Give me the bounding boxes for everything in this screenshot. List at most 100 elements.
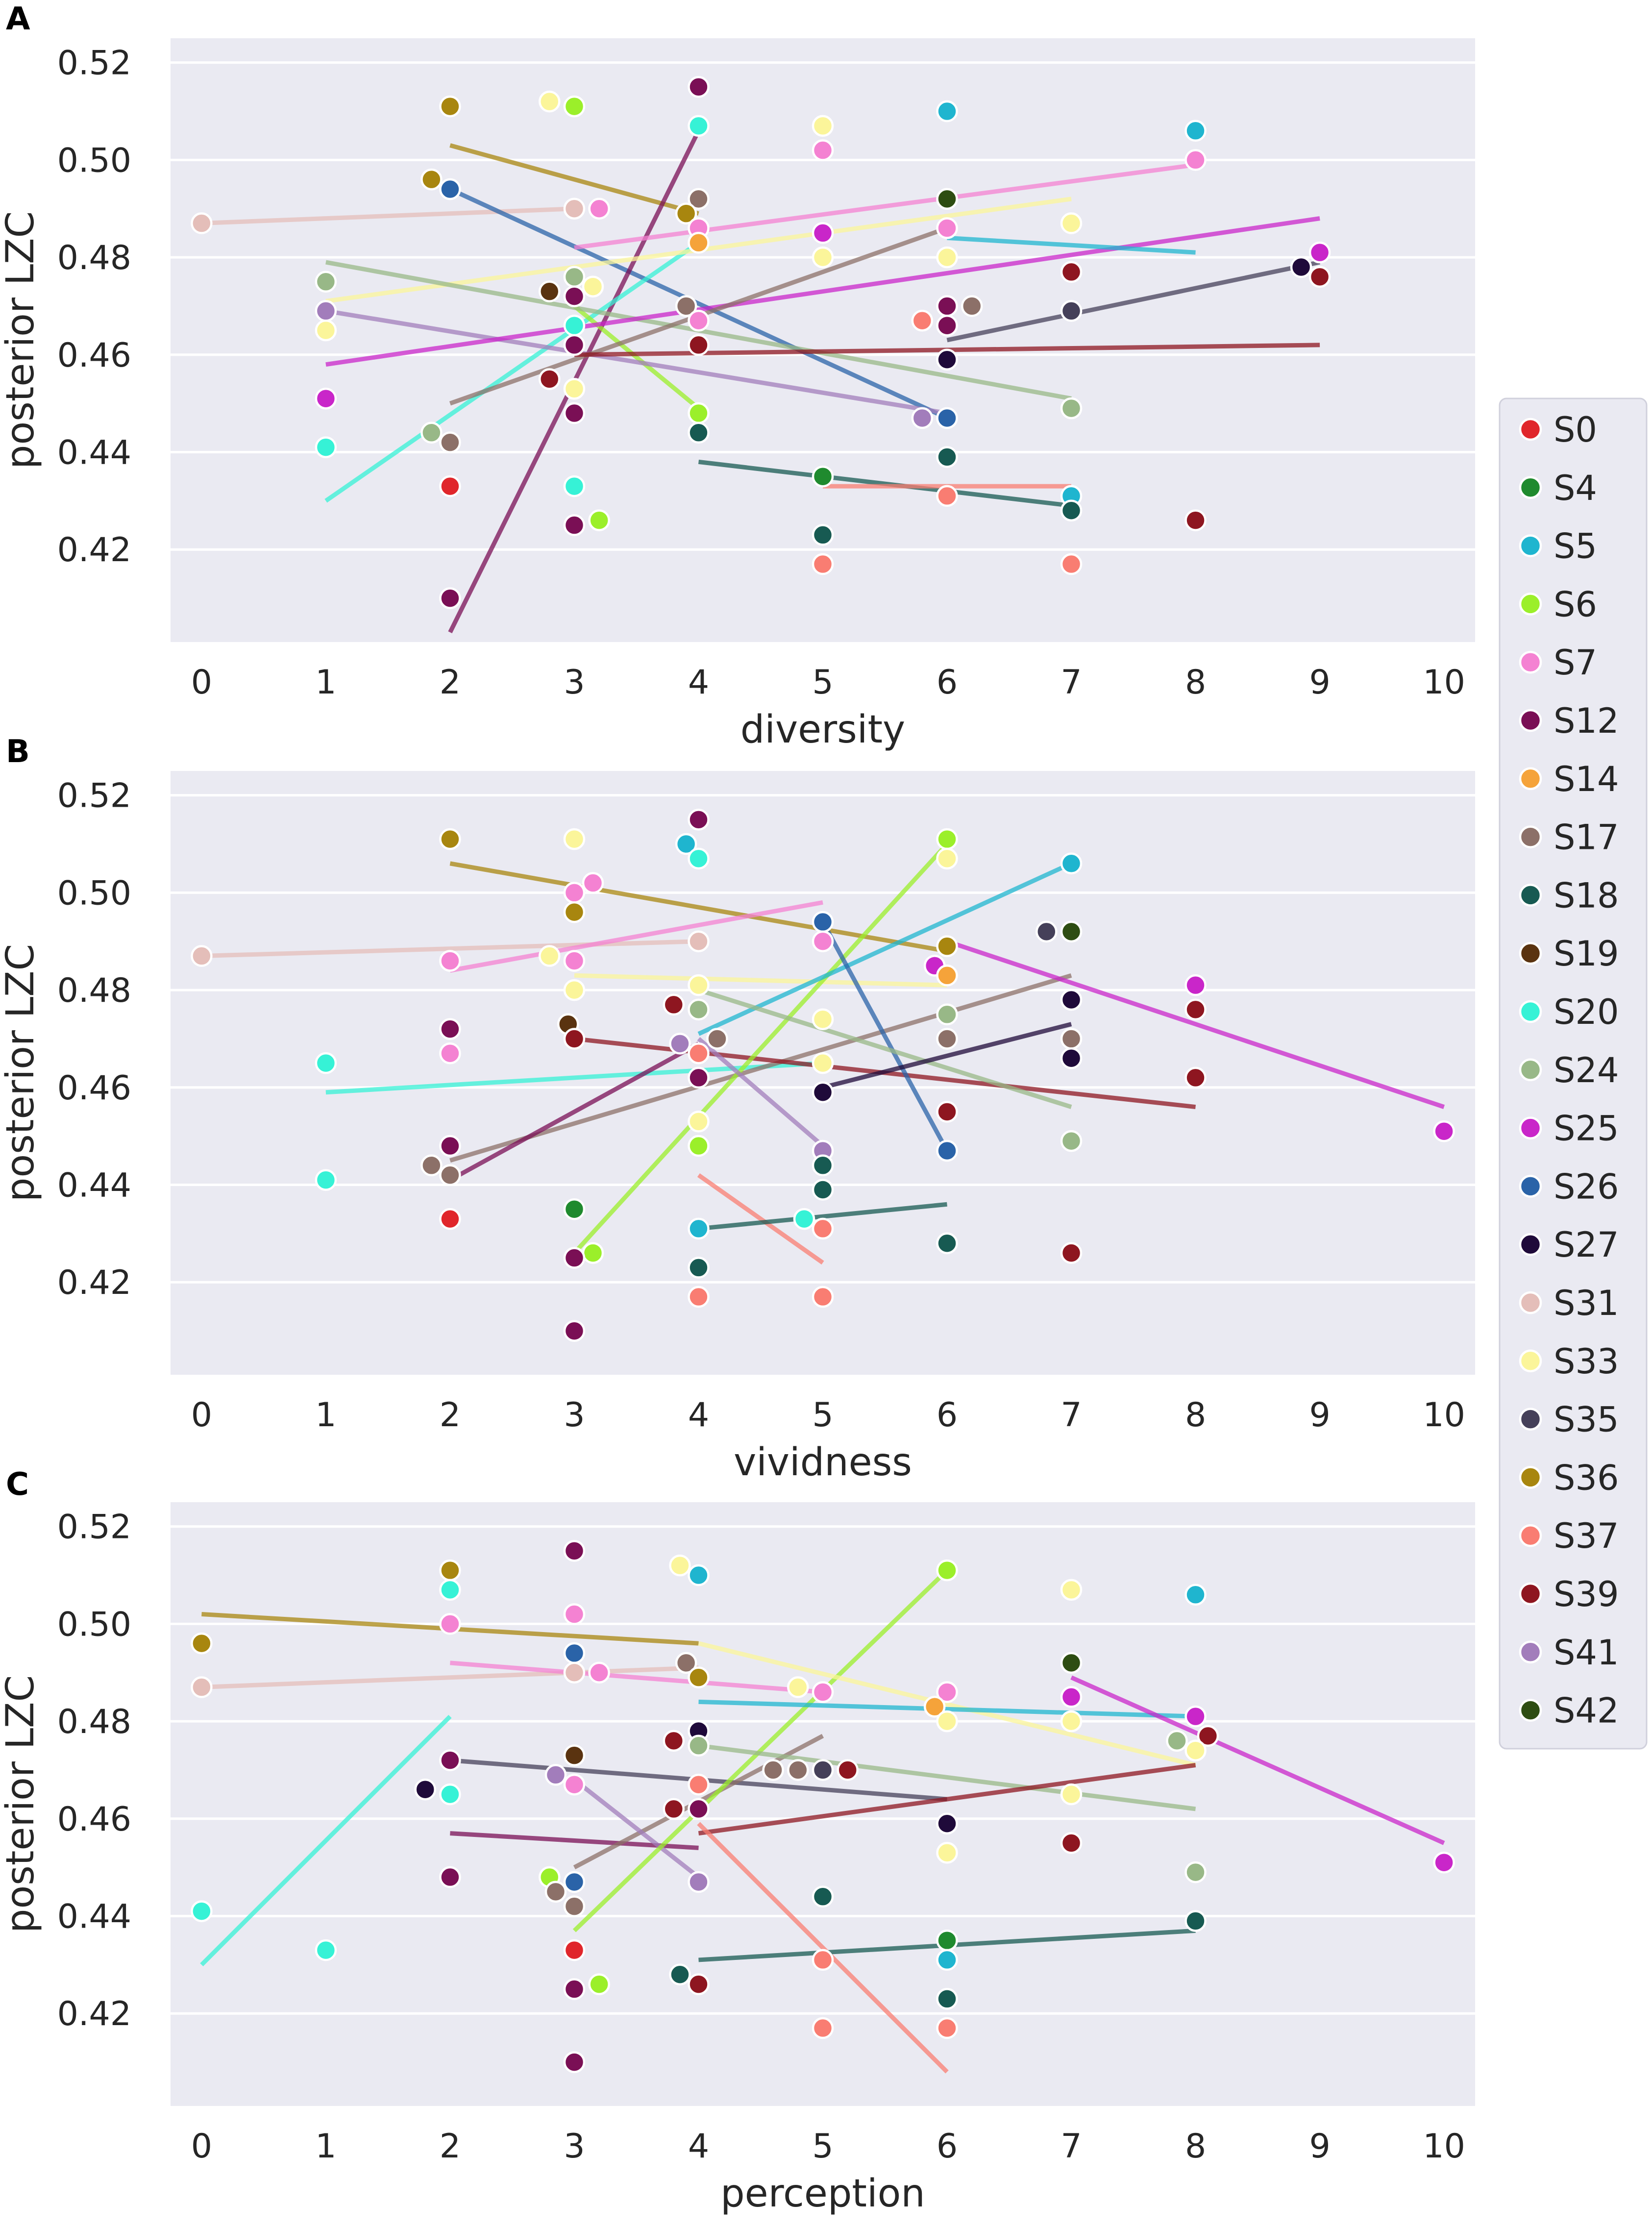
data-point-S0 [439, 1208, 461, 1230]
x-axis-label: perception [720, 2172, 925, 2216]
regression-line-S41 [573, 1778, 700, 1879]
data-point-S33 [315, 319, 337, 342]
y-tick-label: 0.44 [57, 1166, 131, 1205]
data-point-S7 [439, 950, 461, 972]
legend-entry-S25: S25 [1519, 1109, 1619, 1149]
y-tick-label: 0.52 [57, 44, 131, 83]
data-point-S6 [563, 95, 586, 118]
legend-label: S37 [1553, 1516, 1619, 1556]
regression-line-S18 [698, 459, 1072, 508]
data-point-S26 [563, 1871, 586, 1893]
legend-marker [1519, 1233, 1542, 1256]
x-tick-label: 3 [564, 2127, 585, 2166]
y-tick-label: 0.52 [57, 777, 131, 816]
legend-label: S36 [1553, 1458, 1619, 1498]
data-point-S19 [563, 1744, 586, 1766]
y-tick-label: 0.50 [57, 1605, 131, 1644]
legend-marker [1519, 1349, 1542, 1373]
data-point-S39 [1060, 261, 1083, 283]
regression-line-S26 [821, 920, 949, 1152]
legend-marker [1519, 418, 1542, 441]
regression-line-S24 [698, 1743, 1196, 1811]
data-point-S39 [1184, 1066, 1207, 1089]
data-point-S36 [439, 828, 461, 850]
data-point-S24 [1184, 1861, 1207, 1883]
x-tick-label: 2 [440, 2127, 461, 2166]
data-point-S14 [936, 965, 958, 987]
data-points [191, 76, 1331, 609]
panel-label: B [6, 734, 30, 770]
data-point-S17 [787, 1759, 809, 1781]
data-point-S24 [936, 1003, 958, 1026]
data-point-S12 [563, 1247, 586, 1269]
data-point-S25 [1433, 1851, 1455, 1874]
regression-line-S41 [697, 1037, 824, 1148]
data-point-S24 [563, 266, 586, 288]
data-point-S12 [563, 1978, 586, 2000]
regression-line-S35 [946, 260, 1321, 343]
x-tick-label: 4 [688, 663, 709, 702]
x-tick-label: 5 [812, 1396, 833, 1435]
data-point-S31 [563, 198, 586, 220]
data-point-S31 [563, 1661, 586, 1684]
data-point-S0 [563, 1939, 586, 1961]
data-point-S36 [439, 1559, 461, 1582]
regression-line-S39 [698, 1763, 1196, 1836]
legend-marker [1519, 650, 1542, 674]
data-point-S5 [675, 833, 697, 855]
data-point-S18 [1184, 1910, 1207, 1932]
data-point-S20 [315, 1169, 337, 1191]
data-point-S37 [812, 1949, 834, 1971]
data-point-S33 [669, 1554, 691, 1577]
data-point-S25 [1184, 974, 1207, 996]
legend-label: S41 [1553, 1633, 1619, 1673]
legend-label: S0 [1553, 410, 1597, 450]
x-tick-label: 8 [1185, 1396, 1206, 1435]
data-point-S12 [936, 314, 958, 337]
data-point-S37 [688, 1774, 710, 1796]
legend-label: S27 [1553, 1225, 1619, 1265]
data-point-S33 [538, 945, 561, 967]
y-tick-label: 0.50 [57, 874, 131, 913]
x-tick-label: 2 [440, 1396, 461, 1435]
data-point-S7 [812, 139, 834, 161]
regression-line-S31 [201, 206, 575, 226]
data-point-S37 [812, 1286, 834, 1308]
data-point-S39 [663, 993, 685, 1016]
data-point-S5 [688, 1217, 710, 1240]
data-point-S27 [1060, 1047, 1083, 1069]
data-point-S12 [936, 295, 958, 317]
legend-entry-S5: S5 [1519, 526, 1597, 567]
legend-entry-S17: S17 [1519, 817, 1619, 858]
data-point-S39 [1060, 1242, 1083, 1264]
data-point-S12 [439, 1018, 461, 1040]
data-point-S36 [936, 935, 958, 957]
legend-marker [1519, 1699, 1542, 1722]
regression-line-S37 [697, 1173, 824, 1265]
data-point-S33 [582, 275, 604, 297]
x-tick-label: 1 [315, 663, 336, 702]
data-point-S41 [688, 1871, 710, 1893]
data-point-S25 [315, 387, 337, 410]
legend-marker [1519, 1116, 1542, 1139]
x-tick-label: 1 [315, 1396, 336, 1435]
data-point-S18 [936, 446, 958, 468]
regression-line-S7 [449, 900, 823, 973]
panel-B: 0.42 0.44 0.46 0.48 0.50 0.52 0 1 2 3 4 5 6 7 8 9 10 vivi… [0, 734, 1475, 1485]
x-tick-label: 2 [440, 663, 461, 702]
y-tick-label: 0.46 [57, 336, 131, 375]
legend-entry-S41: S41 [1519, 1633, 1619, 1673]
data-point-S5 [688, 1564, 710, 1586]
data-point-S18 [669, 1963, 691, 1985]
data-point-S37 [812, 553, 834, 575]
data-point-S31 [191, 212, 213, 234]
data-point-S36 [563, 901, 586, 923]
x-tick-label: 6 [937, 663, 958, 702]
data-point-S37 [812, 2017, 834, 2039]
data-point-S33 [563, 979, 586, 1001]
legend-entry-S35: S35 [1519, 1400, 1619, 1440]
panel-label: C [6, 1466, 29, 1503]
regression-line-S7 [450, 1660, 823, 1694]
regression-line-S31 [201, 939, 699, 959]
data-point-S36 [688, 1666, 710, 1688]
